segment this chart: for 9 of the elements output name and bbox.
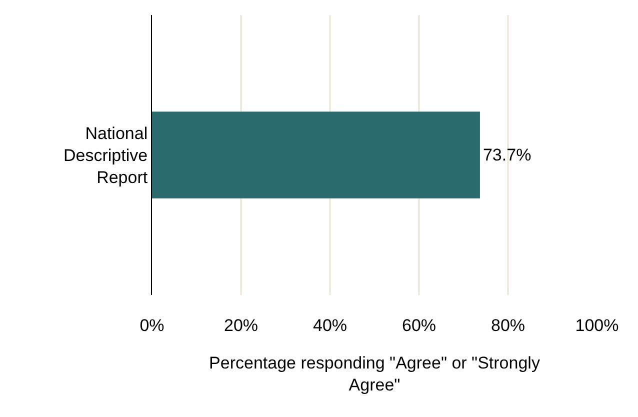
x-tick-label: 20% bbox=[224, 316, 258, 335]
x-tick-label: 0% bbox=[140, 316, 164, 335]
x-tick-label: 100% bbox=[575, 316, 619, 335]
x-tick-label: 60% bbox=[402, 316, 436, 335]
y-tick-label: National Descriptive Report bbox=[64, 124, 148, 188]
x-tick-label: 80% bbox=[490, 316, 526, 335]
data-label: 73.7% bbox=[482, 146, 532, 164]
x-axis-title: Percentage responding "Agree" or "Strongly Agree" bbox=[209, 353, 540, 394]
x-tick-label: 40% bbox=[312, 316, 348, 335]
